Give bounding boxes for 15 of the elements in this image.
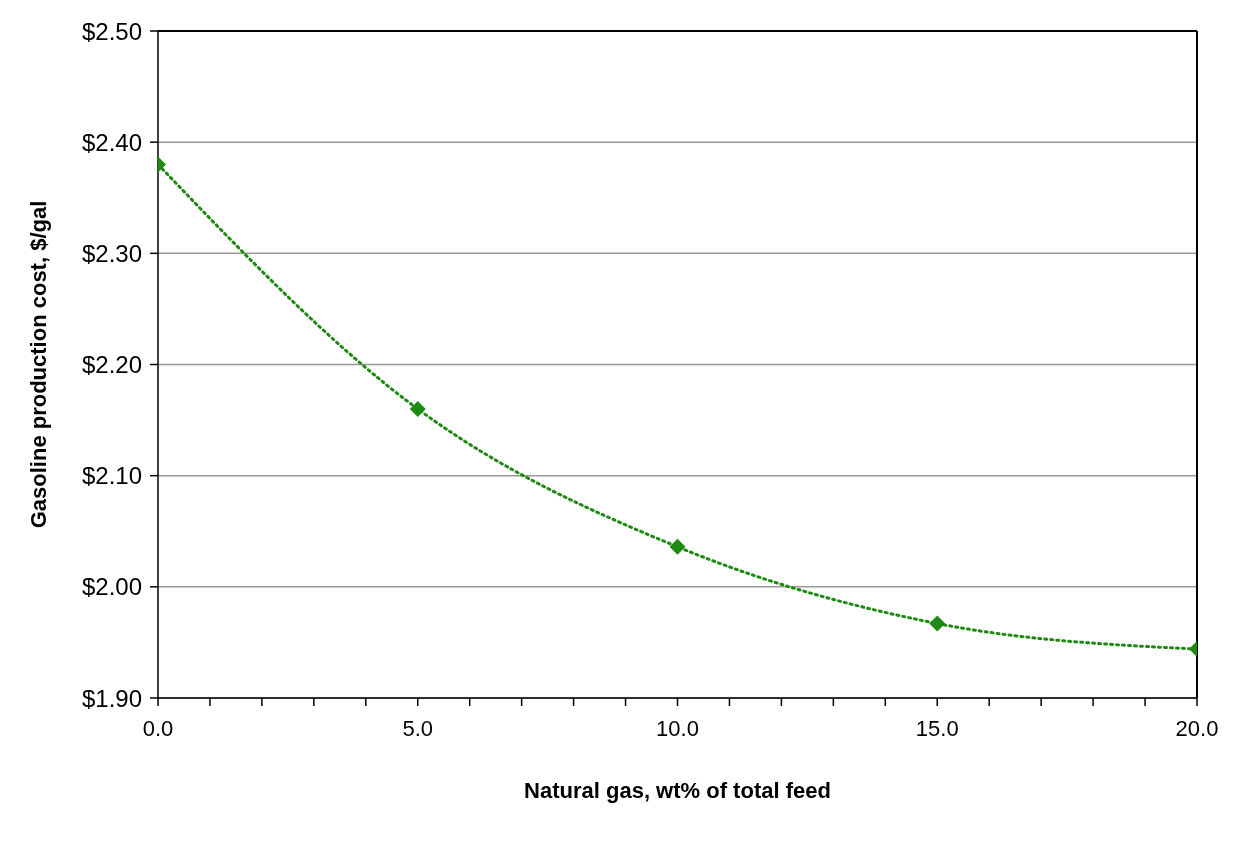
y-tick-label: $2.10	[81, 462, 142, 490]
x-axis-title: Natural gas, wt% of total feed	[524, 778, 831, 803]
y-tick-label: $2.20	[81, 351, 142, 379]
point	[669, 538, 686, 555]
y-tick-label: $2.50	[81, 17, 142, 45]
y-tick-label: $2.00	[81, 573, 142, 601]
y-tick-label: $2.40	[81, 128, 142, 156]
y-axis-title: Gasoline production cost, $/gal	[25, 200, 51, 529]
y-tick-label: $1.90	[81, 684, 142, 712]
x-tick-label: 5.0	[402, 715, 434, 741]
x-tick-label: 15.0	[915, 715, 959, 741]
y-tick-label: $2.30	[81, 239, 142, 267]
x-tick-label: 10.0	[656, 715, 699, 741]
x-tick-label: 20.0	[1175, 715, 1219, 741]
x-tick-label: 0.0	[142, 715, 174, 741]
